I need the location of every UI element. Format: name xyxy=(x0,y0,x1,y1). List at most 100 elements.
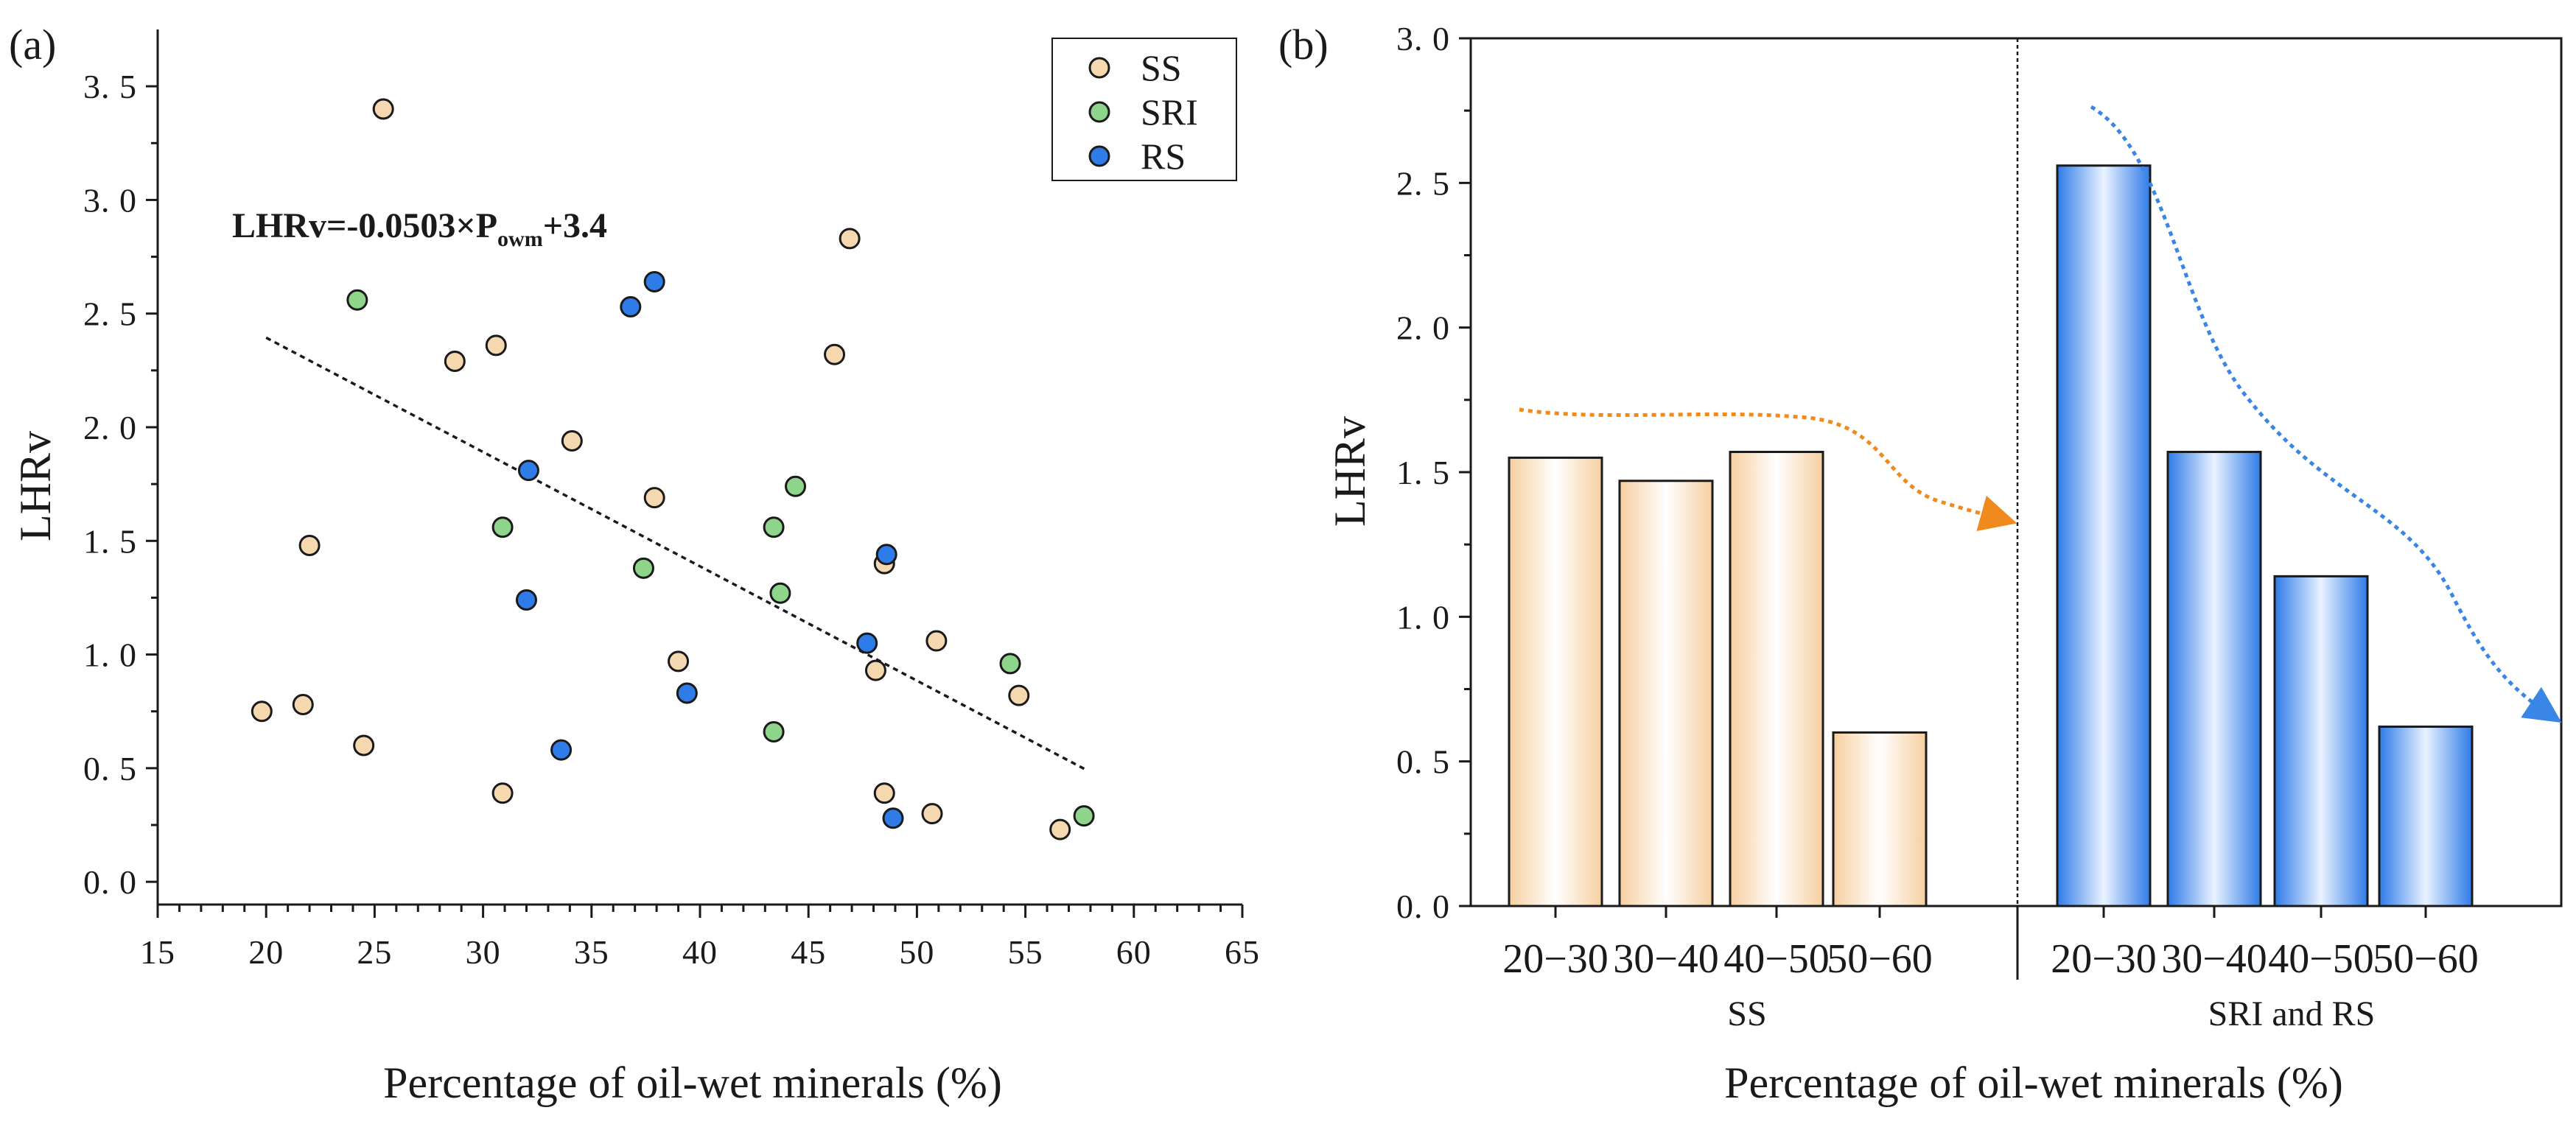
panel-b-label: (b) xyxy=(1278,21,1329,69)
x-tick-label: 55 xyxy=(1008,933,1043,971)
x-tick-label: 35 xyxy=(574,933,609,971)
x-tick-label: 60 xyxy=(1116,933,1152,971)
point-rs xyxy=(882,807,904,829)
point-ss xyxy=(561,430,583,452)
point-rs xyxy=(643,271,665,293)
x-tick-label: 30 xyxy=(466,933,501,971)
x-tick-label: 40 xyxy=(682,933,718,971)
y-tick-label: 0. 0 xyxy=(1396,888,1450,925)
y-tick-label: 1. 0 xyxy=(1396,598,1450,636)
point-ss xyxy=(668,650,690,673)
y-tick-label: 1. 5 xyxy=(1396,454,1450,491)
x-tick-label: 25 xyxy=(357,933,392,971)
category-label: 50−60 xyxy=(2373,936,2479,982)
point-rs xyxy=(875,544,897,566)
panel-b-y-title: LHRv xyxy=(1326,416,1374,527)
legend-label-ss: SS xyxy=(1141,47,1182,88)
point-ss xyxy=(251,701,273,723)
y-tick-label: 0. 0 xyxy=(83,863,137,901)
bar-sri-rs-50−60 xyxy=(2378,726,2474,907)
point-rs xyxy=(620,295,642,317)
legend-marker-rs xyxy=(1088,145,1110,167)
y-tick-label: 1. 0 xyxy=(83,636,137,674)
category-label: 30−40 xyxy=(2161,936,2267,982)
point-ss xyxy=(864,659,886,681)
legend-marker-sri xyxy=(1088,101,1110,123)
x-tick-label: 65 xyxy=(1225,933,1260,971)
bar-ss-30−40 xyxy=(1618,480,1714,907)
y-tick-label: 0. 5 xyxy=(83,750,137,787)
point-sri xyxy=(999,653,1021,675)
panel-a-x-title: Percentage of oil-wet minerals (%) xyxy=(383,1058,1002,1107)
trend-arrow-sri-rs xyxy=(2090,105,2562,723)
panel-b-bar: (b) 0. 00. 51. 01. 52. 02. 53. 0 20−30 30… xyxy=(1278,20,2563,1107)
point-ss xyxy=(444,351,466,373)
point-ss xyxy=(1049,818,1071,840)
point-sri xyxy=(491,516,514,538)
y-tick-label: 2. 0 xyxy=(1396,309,1450,347)
point-rs xyxy=(550,739,573,761)
y-tick-label: 3. 0 xyxy=(1396,20,1450,57)
point-sri xyxy=(763,720,785,742)
point-rs xyxy=(676,682,698,704)
point-sri xyxy=(346,289,368,311)
point-sri xyxy=(1073,805,1095,827)
point-ss xyxy=(1008,684,1030,706)
panel-b-x-title: Percentage of oil-wet minerals (%) xyxy=(1724,1058,2343,1107)
legend-label-rs: RS xyxy=(1141,136,1186,177)
point-ss xyxy=(824,343,846,365)
point-sri xyxy=(632,557,654,579)
category-label: 30−40 xyxy=(1613,936,1719,982)
category-label: 20−30 xyxy=(1502,936,1609,982)
bar-ss-20−30 xyxy=(1508,456,1603,907)
point-ss xyxy=(353,734,375,756)
equation-tail: +3.4 xyxy=(543,206,607,245)
point-ss xyxy=(485,334,507,357)
category-label: 40−50 xyxy=(1723,936,1830,982)
legend-box xyxy=(1051,38,1237,181)
category-label: 20−30 xyxy=(2051,936,2157,982)
bar-sri-rs-40−50 xyxy=(2273,575,2369,907)
trend-line xyxy=(265,336,1087,771)
category-label: 50−60 xyxy=(1827,936,1933,982)
panel-a-scatter: (a) 0. 0 0. 5 1. 0 1. 5 2. 0 2. 5 3. 0 3. 5 15 2… xyxy=(9,21,1260,1107)
bar-sri-rs-20−30 xyxy=(2056,164,2152,907)
category-label: 40−50 xyxy=(2268,936,2374,982)
point-sri xyxy=(769,582,791,604)
point-rs xyxy=(856,632,878,654)
equation-subscript: owm xyxy=(497,227,543,251)
point-ss xyxy=(643,487,665,509)
panel-a-y-title: LHRv xyxy=(11,431,60,541)
point-ss xyxy=(372,98,394,120)
group-label-ss: SS xyxy=(1727,994,1766,1033)
bar-ss-50−60 xyxy=(1832,731,1928,907)
panel-a-label: (a) xyxy=(9,21,56,69)
legend-label-sri: SRI xyxy=(1141,91,1198,133)
y-tick-label: 2. 5 xyxy=(1396,164,1450,202)
y-tick-label: 3. 5 xyxy=(83,68,137,105)
y-tick-label: 2. 5 xyxy=(83,295,137,333)
bar-sri-rs-30−40 xyxy=(2166,451,2262,907)
y-tick-label: 0. 5 xyxy=(1396,743,1450,781)
equation-main: LHRv=-0.0503×P xyxy=(232,206,497,245)
point-ss xyxy=(298,534,321,556)
point-ss xyxy=(873,782,895,804)
group-label-sri-rs: SRI and RS xyxy=(2208,994,2376,1033)
point-rs xyxy=(515,589,537,611)
y-tick-label: 2. 0 xyxy=(83,409,137,446)
x-tick-label: 45 xyxy=(791,933,826,971)
point-ss xyxy=(921,803,943,825)
legend-marker-ss xyxy=(1088,57,1110,79)
point-rs xyxy=(517,460,539,482)
x-tick-label: 15 xyxy=(140,933,175,971)
y-tick-label: 1. 5 xyxy=(83,522,137,560)
y-tick-label: 3. 0 xyxy=(83,181,137,219)
bar-ss-40−50 xyxy=(1729,451,1824,907)
point-ss xyxy=(292,693,314,715)
point-sri xyxy=(785,475,807,497)
x-tick-label: 50 xyxy=(899,933,934,971)
x-tick-label: 20 xyxy=(248,933,284,971)
point-ss xyxy=(839,228,861,250)
